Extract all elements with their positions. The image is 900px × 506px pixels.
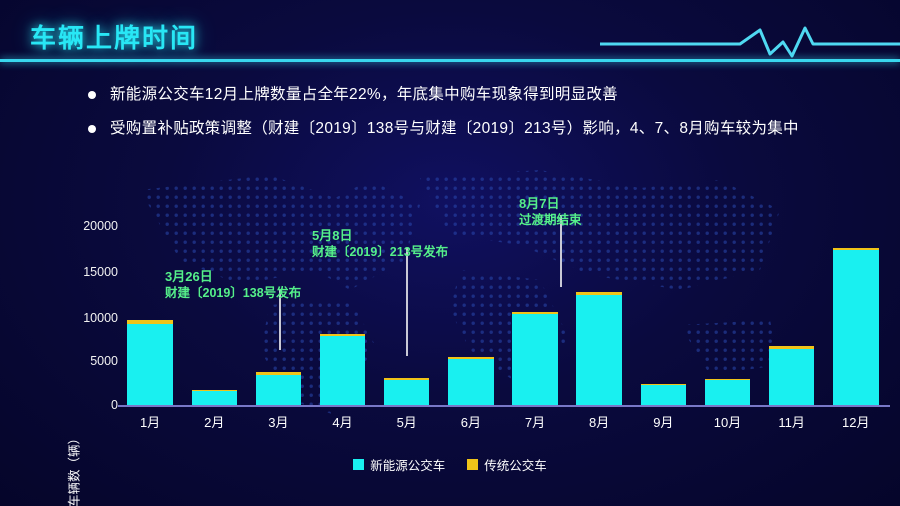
legend-swatch-icon [353,459,365,470]
legend-swatch-icon [467,459,479,470]
bar-column [768,190,815,405]
slide-header: 车辆上牌时间 [0,0,900,62]
annotation-leader-line [560,215,562,287]
annotation-138: 3月26日 财建〔2019〕138号发布 [165,268,301,302]
bar-segment-traditional [191,390,237,392]
legend-item[interactable]: 传统公交车 [467,455,547,474]
x-tick-label: 4月 [332,415,353,430]
page-title: 车辆上牌时间 [30,23,199,53]
x-tick-label: 7月 [524,415,546,430]
bar-segment-new-energy [127,324,173,405]
bar-segment-traditional [704,379,751,381]
bar-chart: 车辆数（辆） 0 5000 10000 15000 20000 1月 2月 3月 4月… [0,190,900,506]
annotation-leader-line [279,290,281,350]
x-tick-label: 8月 [589,415,610,430]
bullet-text: 新能源公交车12月上牌数量占全年22%，年底集中购车现象得到明显改善 [110,86,618,103]
bullet-dot-icon [88,91,96,99]
bar-segment-traditional [768,346,815,350]
x-tick-label: 12月 [842,415,870,430]
bullet-dot-icon [88,125,96,133]
bar-column [255,190,302,405]
annotation-date: 5月8日 [312,228,353,243]
x-axis-labels: 1月 2月 3月 4月 5月 6月 7月 8月 9月 10月 11月 12月 [118,412,888,431]
bar-segment-traditional [833,247,879,251]
legend-label: 新能源公交车 [370,459,446,473]
bar-segment-new-energy [191,391,237,405]
annotation-leader-line [406,248,408,356]
header-divider [0,59,900,62]
annotation-213: 5月8日 财建〔2019〕213号发布 [312,227,448,261]
y-tick-label: 10000 [83,311,118,325]
bar-segment-new-energy [640,384,687,405]
bar-column [640,190,687,405]
bullet-text: 受购置补贴政策调整（财建〔2019〕138号与财建〔2019〕213号）影响，4… [110,120,799,137]
bar-segment-traditional [512,312,558,314]
bar-segment-new-energy [319,336,366,405]
annotation-detail: 过渡期结束 [519,213,582,227]
plot-area [118,190,888,405]
bar-column [319,190,366,405]
bar-segment-new-energy [768,349,815,405]
list-item: 新能源公交车12月上牌数量占全年22%，年底集中购车现象得到明显改善 [88,82,878,107]
x-tick-label: 5月 [396,415,417,430]
bar-column [448,190,494,405]
bar-segment-new-energy [383,380,430,405]
y-tick-label: 5000 [90,354,118,368]
y-axis-ticks: 0 5000 10000 15000 20000 [10,190,118,490]
bullet-list: 新能源公交车12月上牌数量占全年22%，年底集中购车现象得到明显改善 受购置补贴… [88,82,878,150]
list-item: 受购置补贴政策调整（财建〔2019〕138号与财建〔2019〕213号）影响，4… [88,116,878,141]
bar-column [127,190,173,405]
annotation-date: 8月7日 [519,196,560,211]
bar-segment-new-energy [833,250,879,405]
bar-segment-new-energy [448,358,494,405]
annotation-detail: 财建〔2019〕213号发布 [312,245,449,259]
bar-column [383,190,430,405]
y-tick-label: 0 [111,398,118,412]
bar-segment-traditional [640,383,687,385]
annotation-date: 3月26日 [165,269,213,284]
bar-segment-traditional [576,291,622,296]
x-tick-label: 6月 [460,415,481,430]
y-tick-label: 20000 [83,219,118,233]
y-tick-label: 15000 [83,265,118,279]
bar-segment-traditional [319,334,366,337]
x-tick-label: 2月 [204,415,225,430]
bar-column [833,190,879,405]
bar-column [512,190,558,405]
x-tick-label: 3月 [268,415,289,430]
chart-legend: 新能源公交车 传统公交车 [0,455,900,474]
bar-segment-new-energy [704,380,751,405]
bar-segment-traditional [255,372,302,375]
bar-series-group [118,190,888,405]
legend-label: 传统公交车 [484,459,547,473]
bar-column [576,190,622,405]
heartbeat-line-icon [600,26,900,58]
bar-column [704,190,751,405]
bar-segment-new-energy [576,295,622,405]
bar-segment-traditional [448,356,494,359]
bar-segment-new-energy [255,374,302,405]
x-tick-label: 1月 [139,415,161,430]
bar-segment-traditional [383,377,430,381]
bar-segment-new-energy [512,313,558,405]
x-tick-label: 11月 [778,415,805,430]
legend-item[interactable]: 新能源公交车 [353,455,445,474]
x-tick-label: 10月 [713,415,742,430]
x-axis-line [118,405,890,407]
bar-segment-traditional [127,320,173,325]
x-tick-label: 9月 [653,415,674,430]
bar-column [191,190,237,405]
annotation-detail: 财建〔2019〕138号发布 [165,286,302,300]
annotation-transition-end: 8月7日 过渡期结束 [519,195,582,229]
